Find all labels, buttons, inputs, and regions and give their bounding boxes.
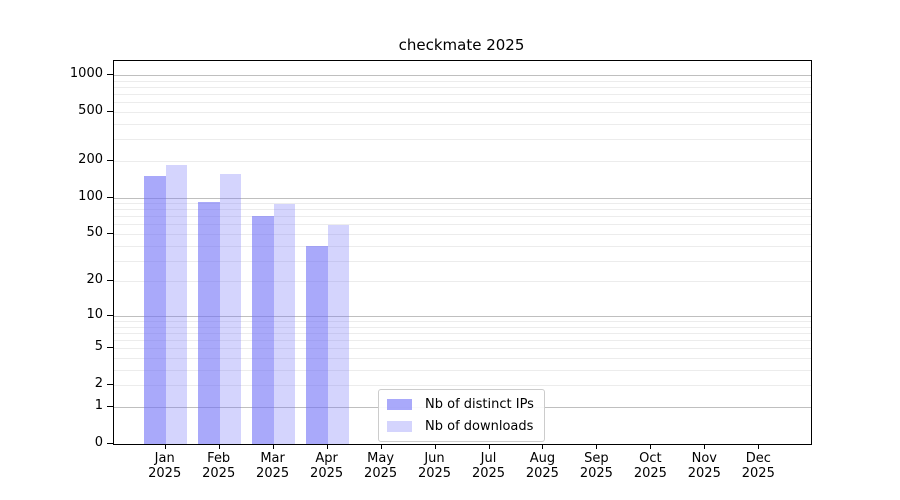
x-tick-mark xyxy=(380,444,382,449)
y-tick-mark xyxy=(107,347,113,349)
x-tick-label: May 2025 xyxy=(364,451,398,481)
gridline-minor xyxy=(114,340,811,342)
y-tick-mark xyxy=(107,233,113,234)
gridline-minor xyxy=(114,245,811,247)
y-tick-label: 5 xyxy=(94,339,103,355)
legend-label-distinct-ips: Nb of distinct IPs xyxy=(425,397,534,412)
bar-distinct-ips xyxy=(144,176,166,444)
x-tick-label: Jul 2025 xyxy=(471,451,506,481)
gridline-minor xyxy=(114,332,811,334)
x-tick-mark xyxy=(704,444,706,449)
gridline-minor xyxy=(114,139,811,141)
gridline-minor xyxy=(114,203,811,205)
x-tick-label: Jan 2025 xyxy=(148,451,182,481)
gridline-minor xyxy=(114,224,811,226)
gridline-minor xyxy=(114,370,811,371)
bar-downloads xyxy=(327,225,350,444)
x-tick-label: Dec 2025 xyxy=(741,451,775,481)
gridline-minor xyxy=(114,260,811,262)
y-tick-label: 0 xyxy=(94,435,103,450)
y-tick-label: 50 xyxy=(86,225,103,240)
y-tick-label: 20 xyxy=(86,272,103,288)
legend-item-downloads: Nb of downloads xyxy=(387,419,534,434)
gridline-minor xyxy=(114,112,811,113)
gridline-major xyxy=(114,197,811,199)
y-tick-label: 1 xyxy=(94,398,103,413)
x-tick-label: Oct 2025 xyxy=(633,451,667,481)
legend-swatch-downloads xyxy=(387,421,412,432)
bar-downloads xyxy=(165,164,188,444)
y-tick-mark xyxy=(107,159,113,161)
chart-title: checkmate 2025 xyxy=(398,36,525,54)
gridline-minor xyxy=(114,216,811,218)
gridline-minor xyxy=(114,94,811,95)
bar-distinct-ips xyxy=(198,201,220,444)
x-tick-label: Feb 2025 xyxy=(202,451,236,481)
x-tick-label: Aug 2025 xyxy=(525,451,559,481)
y-tick-label: 200 xyxy=(78,151,103,167)
y-tick-label: 2 xyxy=(94,376,103,392)
x-tick-mark xyxy=(434,444,436,449)
y-tick-label: 10 xyxy=(86,306,103,322)
plot-area xyxy=(113,60,812,445)
y-tick-mark xyxy=(107,196,113,198)
gridline-minor xyxy=(114,326,811,328)
x-tick-label: Apr 2025 xyxy=(310,451,344,481)
gridline-major xyxy=(114,75,811,76)
gridline-minor xyxy=(114,358,811,359)
x-tick-mark xyxy=(758,444,760,449)
legend: Nb of distinct IPs Nb of downloads xyxy=(378,389,545,442)
gridline-minor xyxy=(114,385,811,387)
y-tick-label: 500 xyxy=(78,103,103,118)
x-tick-mark xyxy=(596,444,598,449)
gridline-minor xyxy=(114,348,811,350)
y-tick-mark xyxy=(107,111,113,112)
y-tick-mark xyxy=(107,314,113,316)
x-tick-mark xyxy=(488,444,490,449)
gridline-minor xyxy=(114,86,811,88)
gridline-minor xyxy=(114,80,811,82)
x-tick-mark xyxy=(542,444,544,449)
y-tick-mark xyxy=(107,406,113,407)
gridline-major xyxy=(114,315,811,317)
gridline-minor xyxy=(114,160,811,162)
x-tick-mark xyxy=(272,444,274,449)
bar-downloads xyxy=(273,204,296,444)
legend-label-downloads: Nb of downloads xyxy=(425,419,534,434)
x-tick-mark xyxy=(326,444,328,449)
x-tick-mark xyxy=(218,444,220,449)
bar-distinct-ips xyxy=(252,215,274,444)
y-tick-mark xyxy=(107,74,113,75)
legend-swatch-distinct-ips xyxy=(387,399,412,410)
gridline-minor xyxy=(114,234,811,235)
y-tick-mark xyxy=(107,280,113,282)
y-tick-label: 100 xyxy=(78,188,103,204)
legend-item-distinct-ips: Nb of distinct IPs xyxy=(387,397,534,412)
x-tick-label: Jun 2025 xyxy=(417,451,452,481)
x-tick-label: Mar 2025 xyxy=(256,451,290,481)
y-tick-mark xyxy=(107,443,113,444)
bar-distinct-ips xyxy=(306,245,328,444)
gridline-minor xyxy=(114,209,811,211)
y-tick-mark xyxy=(107,384,113,386)
gridline-minor xyxy=(114,321,811,322)
x-tick-label: Nov 2025 xyxy=(687,451,721,481)
gridline-minor xyxy=(114,102,811,104)
x-tick-mark xyxy=(164,444,166,449)
y-tick-label: 1000 xyxy=(69,66,103,81)
gridline-minor xyxy=(114,281,811,283)
gridline-minor xyxy=(114,123,811,125)
bar-downloads xyxy=(219,174,242,444)
x-tick-label: Sep 2025 xyxy=(579,451,613,481)
x-tick-mark xyxy=(650,444,652,449)
